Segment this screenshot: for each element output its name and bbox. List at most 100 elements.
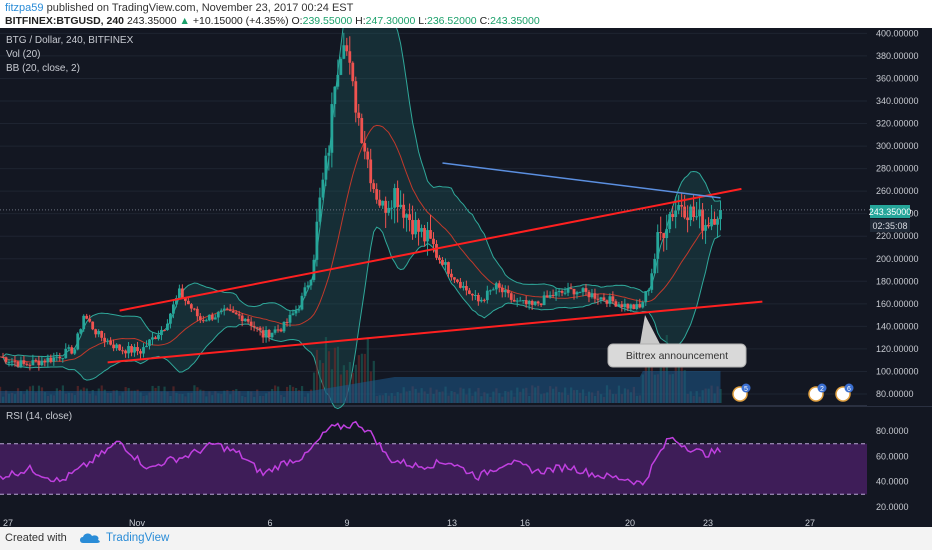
- candle-body: [31, 360, 35, 366]
- candle-body: [58, 356, 62, 359]
- open-value: 239.55000: [302, 15, 353, 27]
- candle-body: [252, 325, 256, 328]
- volume-bar: [321, 363, 325, 403]
- author-link[interactable]: fitzpa59: [5, 2, 44, 14]
- candle-body: [632, 304, 636, 309]
- trendlines: [0, 162, 867, 364]
- candle-body: [25, 363, 29, 365]
- volume-bar: [360, 353, 363, 403]
- volume-bar: [315, 349, 319, 403]
- candle-body: [213, 317, 217, 320]
- candle-body: [67, 347, 71, 349]
- candle-body: [172, 304, 175, 314]
- time-tick-label: 13: [447, 518, 457, 527]
- trendline-blue: [442, 162, 721, 199]
- time-tick-label: 6: [267, 518, 272, 527]
- price-tick-label: 180.00000: [876, 276, 919, 286]
- candle-body: [16, 361, 20, 367]
- price-chart[interactable]: 80.00000 100.00000 120.00000 140.00000 160.0…: [0, 28, 932, 527]
- candle-body: [255, 327, 259, 329]
- candle-body: [73, 349, 77, 354]
- candle-body: [163, 329, 166, 331]
- candle-body: [267, 329, 271, 338]
- price-tick-label: 400.00000: [876, 28, 919, 38]
- candle-body: [231, 310, 235, 313]
- candle-body: [166, 323, 169, 331]
- candle-body: [569, 288, 573, 290]
- candle-body: [563, 292, 567, 294]
- candle-body: [312, 259, 316, 280]
- event-count-text: 5: [744, 386, 748, 393]
- candle-body: [629, 304, 633, 309]
- candle-body: [369, 159, 373, 184]
- candle-body: [124, 350, 127, 354]
- time-axis[interactable]: 27 Nov 6 9 13 16 20 23 27: [0, 517, 932, 527]
- candle-body: [13, 361, 17, 363]
- rsi-axis[interactable]: 20.0000 40.0000 60.0000 80.0000: [867, 408, 932, 520]
- candle-body: [351, 62, 355, 82]
- candle-body: [620, 304, 624, 308]
- candle-body: [85, 315, 89, 319]
- candle-body: [566, 288, 570, 293]
- time-tick-label: Nov: [129, 518, 146, 527]
- tradingview-brand-link[interactable]: TradingView: [106, 532, 170, 544]
- candle-body: [306, 285, 310, 288]
- time-tick-label: 16: [520, 518, 530, 527]
- bb-upper: [0, 28, 721, 358]
- candle-body: [464, 286, 468, 291]
- candle-body: [536, 301, 540, 304]
- low-label: L:: [418, 15, 427, 27]
- candle-body: [303, 287, 307, 296]
- candle-body: [219, 310, 223, 313]
- volume-bar: [327, 351, 331, 403]
- legend-bollinger: BB (20, close, 2): [6, 63, 80, 74]
- candle-body: [246, 318, 250, 322]
- candle-body: [151, 337, 154, 340]
- volume-bar: [336, 346, 340, 403]
- candle-body: [608, 296, 612, 304]
- candle-body: [225, 308, 229, 310]
- candle-body: [100, 331, 104, 338]
- candle-body: [339, 58, 343, 75]
- candle-body: [704, 225, 707, 231]
- candle-body: [106, 340, 110, 342]
- candle-body: [309, 279, 313, 286]
- candle-body: [378, 199, 382, 206]
- candle-body: [139, 351, 142, 354]
- rsi-axis-bg: [867, 408, 932, 520]
- candle-body: [94, 329, 98, 335]
- candle-body: [399, 204, 403, 208]
- candle-body: [527, 300, 531, 305]
- candle-body: [635, 304, 639, 309]
- volume-bar: [348, 361, 351, 403]
- event-count-text: 2: [820, 386, 824, 393]
- candle-body: [330, 104, 334, 153]
- candle-body: [521, 300, 525, 302]
- candle-body: [450, 273, 453, 278]
- candle-body: [121, 350, 124, 352]
- candle-body: [157, 335, 160, 339]
- candle-body: [426, 230, 429, 242]
- annotation-callout[interactable]: Bittrex announcement: [607, 315, 747, 368]
- candle-body: [342, 45, 346, 59]
- candle-body: [285, 321, 289, 323]
- candle-body: [605, 300, 609, 304]
- close-label: C:: [479, 15, 491, 27]
- rsi-band-fill: [0, 443, 867, 495]
- candle-body: [659, 232, 663, 234]
- candle-body: [512, 299, 516, 302]
- candle-body: [279, 329, 283, 332]
- candle-body: [482, 299, 486, 301]
- candle-body: [300, 295, 304, 310]
- candle-body: [88, 318, 92, 322]
- candle-body: [438, 257, 441, 260]
- candle-body: [112, 344, 116, 349]
- candle-body: [638, 304, 642, 308]
- rsi-tick-label: 40.0000: [876, 477, 909, 487]
- candle-body: [243, 318, 247, 322]
- publish-line: fitzpa59 published on TradingView.com, N…: [5, 2, 353, 14]
- time-tick-label: 23: [703, 518, 713, 527]
- rsi-tick-label: 80.0000: [876, 426, 909, 436]
- candle-body: [417, 220, 420, 232]
- candle-body: [503, 290, 507, 293]
